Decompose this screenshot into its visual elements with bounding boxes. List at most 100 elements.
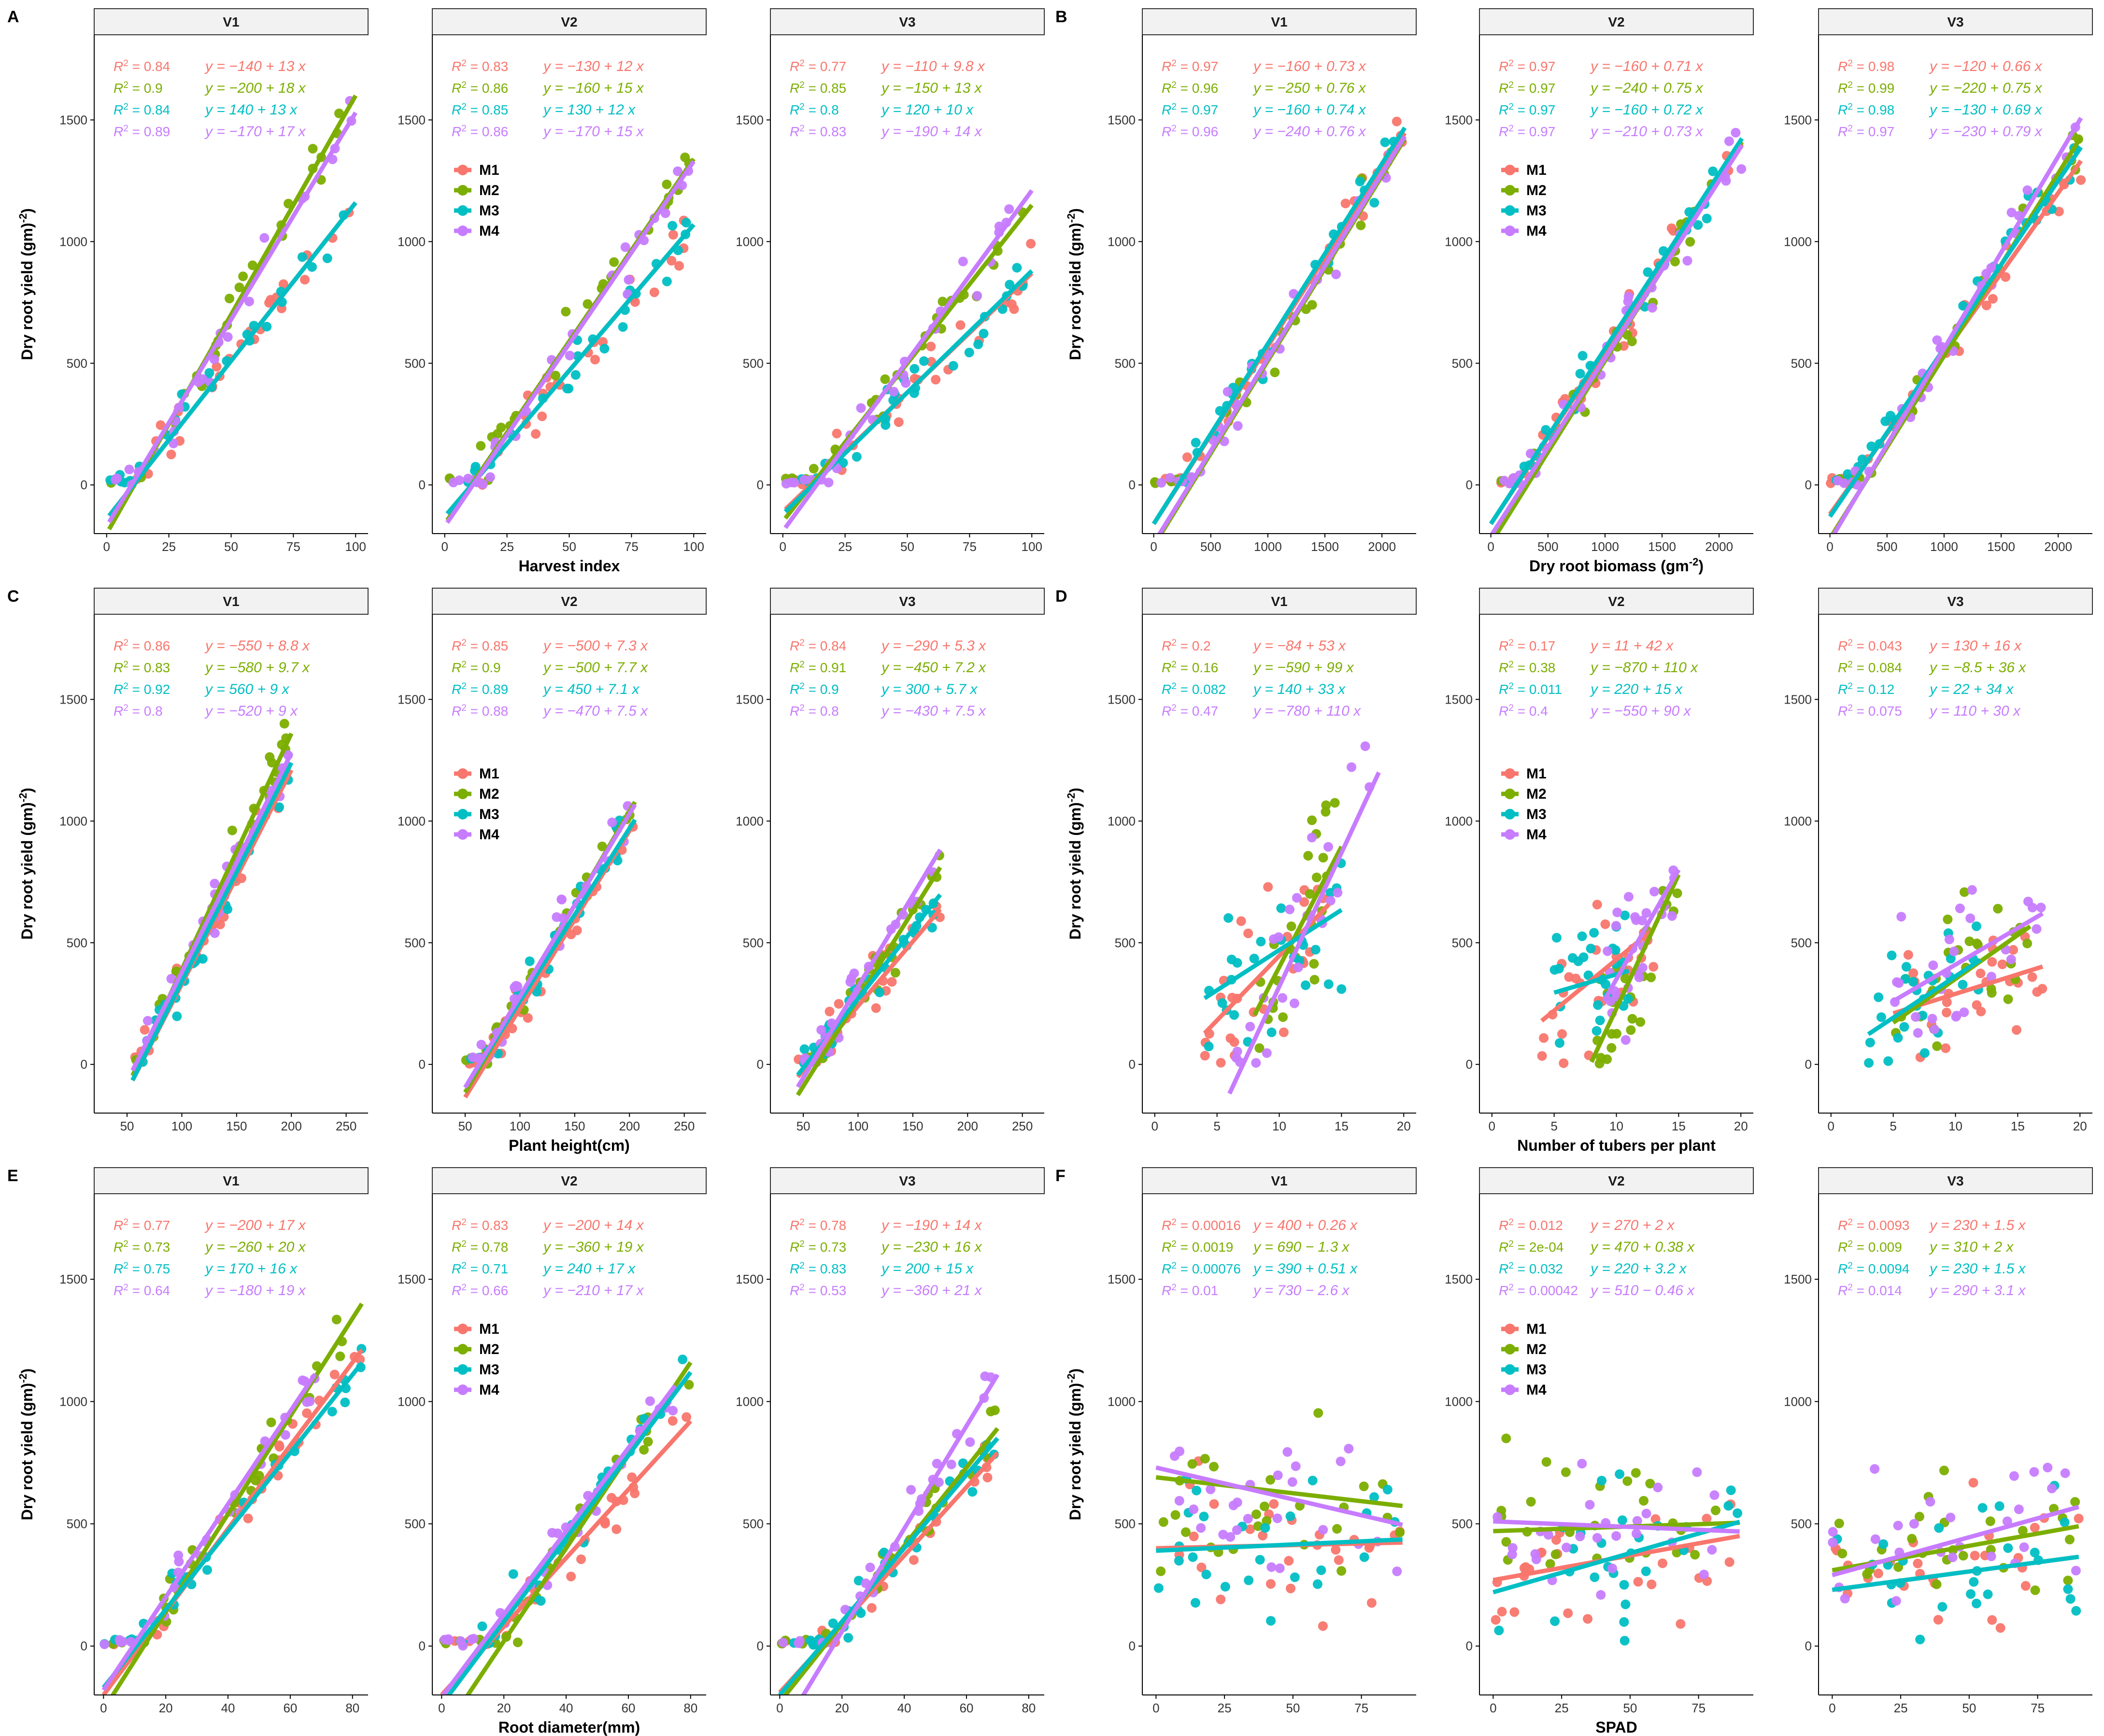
data-point-M3 [1919, 1048, 1930, 1058]
y-tick-label: 1500 [1108, 113, 1136, 127]
x-tick-label: 25 [1894, 1701, 1908, 1715]
data-point-M2 [2030, 1585, 2040, 1595]
strip-label: V2 [1608, 1173, 1624, 1188]
data-point-M1 [1196, 1562, 1207, 1572]
data-point-M4 [2027, 903, 2037, 913]
data-point-M4 [1965, 913, 1976, 923]
data-point-M4 [1955, 903, 1965, 914]
legend-key-point [1505, 185, 1515, 196]
data-point-M2 [279, 719, 289, 729]
data-point-M1 [1724, 1557, 1734, 1567]
data-point-M4 [100, 1639, 110, 1650]
data-point-M4 [965, 1437, 975, 1447]
data-point-M2 [1958, 1551, 1968, 1561]
data-point-M3 [599, 343, 610, 353]
r2-label-M3: R2 = 0.032 [1499, 1261, 1563, 1277]
legend-label-M4: M4 [1526, 827, 1547, 843]
data-point-M1 [668, 1416, 678, 1426]
data-point-M4 [946, 1459, 956, 1469]
legend-label-M2: M2 [479, 1341, 499, 1357]
y-tick-label: 0 [757, 1057, 764, 1072]
x-tick-label: 20 [2073, 1119, 2087, 1133]
data-point-M4 [1709, 1490, 1720, 1500]
x-axis-title: Number of tubers per plant [1517, 1137, 1716, 1154]
y-tick-label: 0 [81, 1057, 87, 1072]
data-point-M1 [825, 1006, 835, 1016]
r2-label-M2: R2 = 0.97 [1499, 80, 1555, 96]
legend-key-point [457, 1344, 468, 1355]
data-point-M1 [1908, 968, 1919, 978]
facet-strip [770, 588, 1045, 615]
data-point-M4 [565, 351, 575, 361]
data-point-M4 [786, 477, 796, 487]
legend-label-M1: M1 [1526, 766, 1547, 782]
r2-label-M1: R2 = 0.97 [1162, 58, 1218, 74]
regression-line-M3 [1553, 968, 1630, 995]
equation-label-M3: y = −130 + 0.69 x [1929, 102, 2043, 118]
legend-key-point [457, 768, 468, 779]
data-point-M1 [302, 1408, 312, 1418]
data-point-M3 [1276, 903, 1286, 913]
data-point-M3 [852, 452, 862, 462]
data-point-M4 [1004, 204, 1014, 214]
data-point-M1 [1509, 1607, 1520, 1617]
equation-label-M3: y = 22 + 34 x [1929, 681, 2014, 697]
data-point-M3 [322, 253, 332, 263]
data-point-M2 [1309, 959, 1319, 969]
y-tick-label: 1500 [1784, 113, 1812, 127]
data-point-M4 [1948, 1553, 1958, 1563]
r2-label-M2: R2 = 0.86 [452, 80, 508, 96]
r2-label-M3: R2 = 0.0094 [1838, 1261, 1909, 1277]
r2-label-M4: R2 = 0.83 [790, 124, 846, 140]
data-point-M4 [1647, 303, 1657, 313]
data-point-M3 [1617, 1515, 1627, 1525]
regression-line-M4 [1493, 1519, 1740, 1534]
data-point-M1 [140, 1025, 150, 1035]
data-point-M2 [1959, 887, 1969, 897]
data-point-M2 [1330, 798, 1340, 808]
data-point-M1 [931, 375, 941, 385]
r2-label-M1: R2 = 0.86 [114, 638, 170, 654]
equation-label-M1: y = 400 + 0.26 x [1252, 1217, 1358, 1233]
equation-label-M2: y = −580 + 9.7 x [204, 660, 310, 676]
data-point-M1 [1537, 1051, 1547, 1061]
data-point-M1 [1913, 1558, 1923, 1568]
equation-label-M4: y = −360 + 21 x [881, 1283, 982, 1298]
data-point-M1 [2020, 1581, 2031, 1591]
data-point-M3 [1708, 166, 1718, 176]
data-point-M4 [2019, 1542, 2029, 1552]
data-point-M4 [1637, 916, 1647, 926]
data-point-M4 [856, 403, 866, 413]
plot-area [1537, 865, 1682, 1069]
data-point-M1 [1286, 1583, 1296, 1594]
legend-key-point [457, 205, 468, 216]
y-tick-label: 1000 [398, 234, 426, 249]
data-point-M1 [1265, 1579, 1276, 1589]
data-point-M4 [1282, 1447, 1293, 1457]
y-tick-label: 0 [419, 478, 426, 492]
data-point-M4 [478, 479, 488, 489]
x-tick-label: 10 [1609, 1119, 1623, 1133]
data-point-M3 [618, 322, 628, 332]
equation-label-M2: y = −360 + 19 x [542, 1239, 644, 1255]
data-point-M3 [1876, 1012, 1886, 1022]
data-point-M2 [493, 429, 503, 439]
data-point-M4 [1731, 127, 1741, 138]
y-tick-label: 1500 [398, 113, 426, 127]
data-point-M3 [1620, 1636, 1630, 1646]
legend-label-M3: M3 [1526, 806, 1547, 822]
data-point-M4 [932, 1458, 942, 1468]
data-point-M1 [1200, 1051, 1210, 1061]
data-point-M1 [1976, 968, 1986, 978]
equation-label-M1: y = 270 + 2 x [1590, 1217, 1675, 1233]
data-point-M1 [1334, 1555, 1344, 1565]
data-point-M1 [1209, 1499, 1219, 1509]
facet-A-V3: V3 0 500 1000 1500 0 25 50 75 100 R2 = 0.77 y = −11… [736, 8, 1045, 554]
data-point-M1 [1216, 1058, 1226, 1068]
data-point-M3 [1586, 944, 1596, 954]
data-point-M3 [1901, 962, 1911, 972]
facet-strip [1818, 1167, 2093, 1194]
r2-label-M3: R2 = 0.12 [1838, 681, 1894, 697]
data-point-M2 [1907, 1534, 1917, 1544]
legend-label-M3: M3 [479, 806, 499, 822]
